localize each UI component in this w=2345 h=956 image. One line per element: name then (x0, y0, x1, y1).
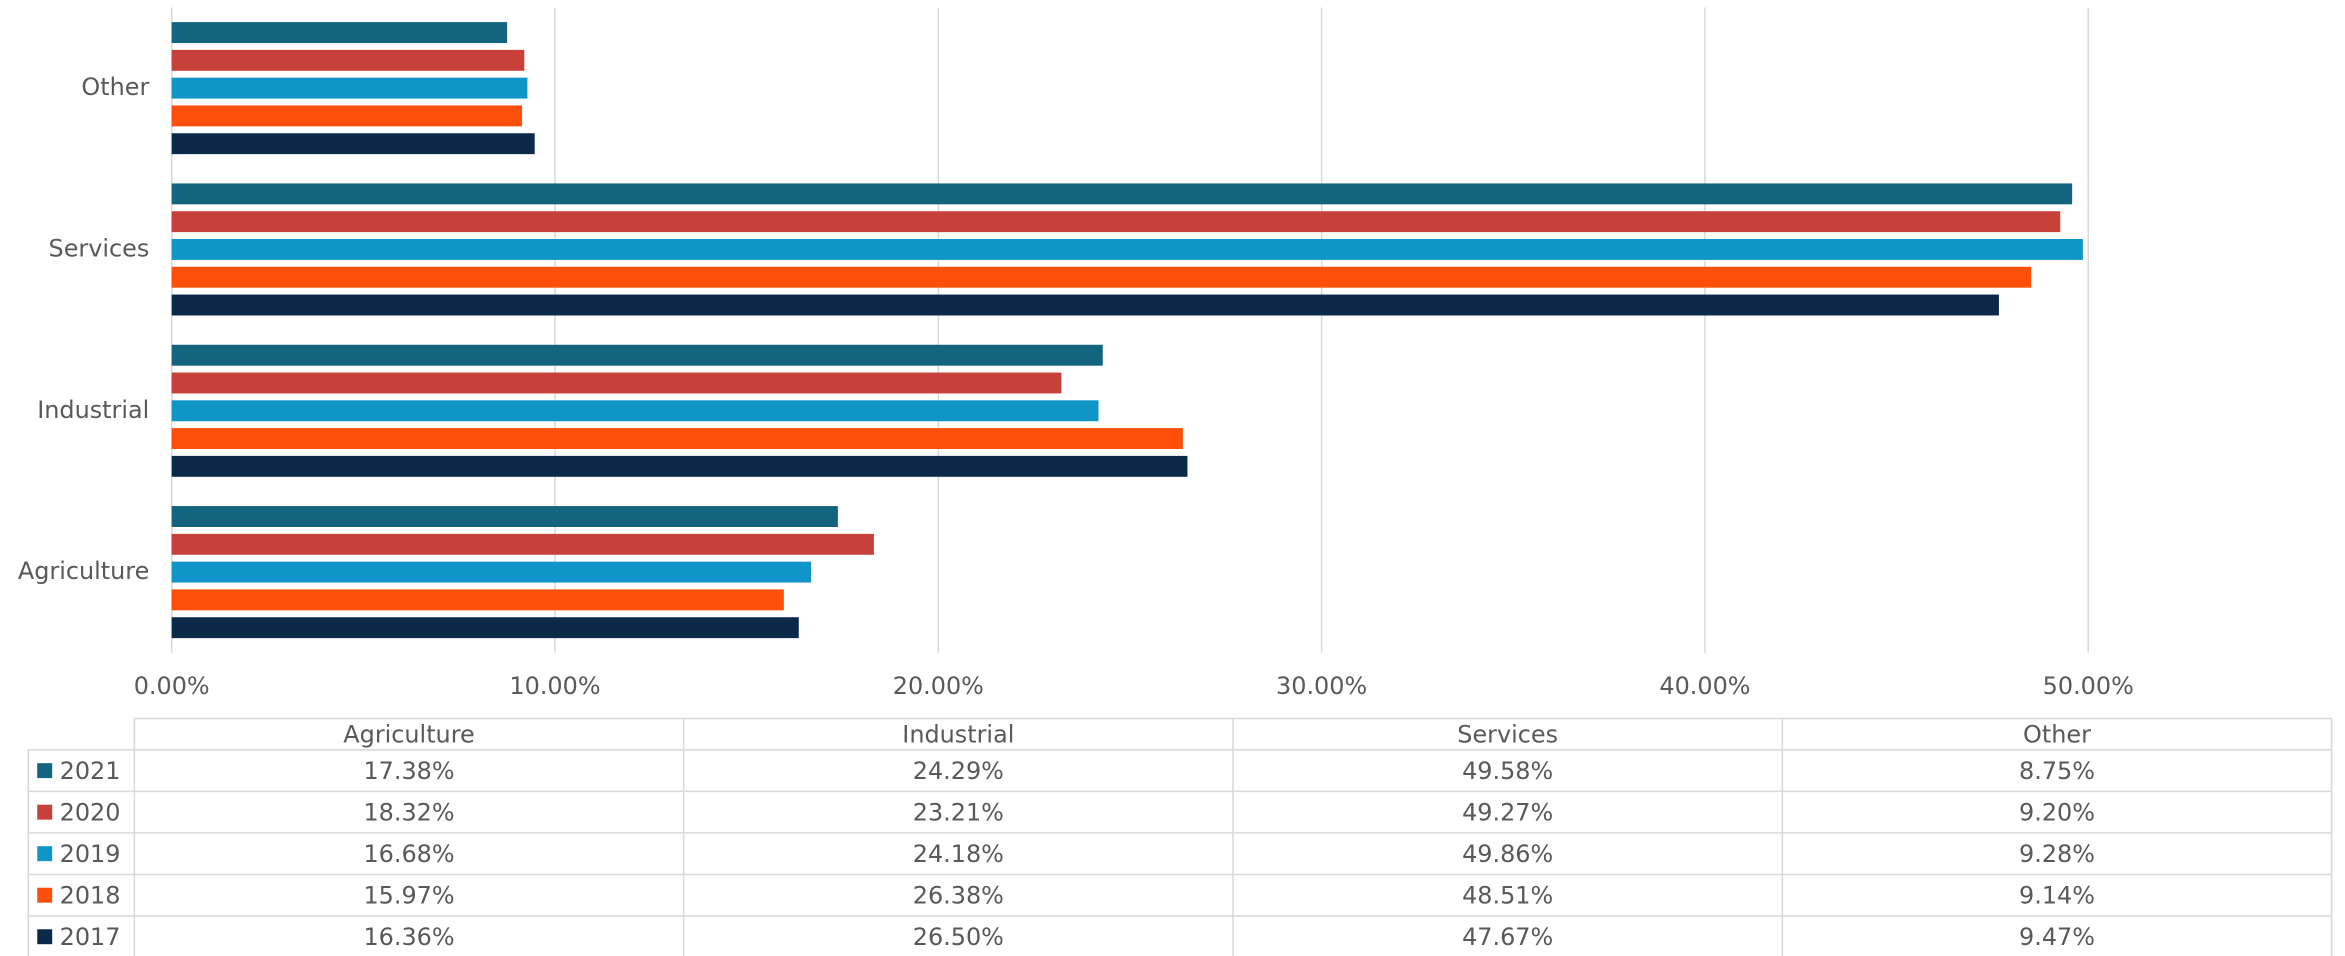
y-tick-label: Agriculture (18, 557, 149, 585)
bar (171, 239, 2083, 260)
x-tick-label: 30.00% (1276, 672, 1367, 700)
table-cell: 17.38% (363, 757, 454, 785)
table-cell: 49.27% (1462, 799, 1553, 827)
legend-swatch (37, 929, 53, 945)
legend-swatch (37, 887, 53, 903)
bar (171, 455, 1188, 477)
bar (171, 77, 528, 99)
bar (171, 400, 1099, 422)
table-cell: 8.75% (2019, 757, 2095, 785)
table-cell: 49.86% (1462, 840, 1553, 868)
bar (171, 533, 874, 555)
table-cell: 23.21% (913, 799, 1004, 827)
bar (171, 344, 1103, 366)
table-cell: 15.97% (363, 882, 454, 910)
table-cell: 24.18% (913, 840, 1004, 868)
y-tick-label: Services (49, 234, 150, 262)
table-cell: 9.20% (2019, 799, 2095, 827)
table-cell: 9.47% (2019, 923, 2095, 951)
x-tick-label: 10.00% (509, 672, 600, 700)
x-tick-label: 20.00% (893, 672, 984, 700)
y-tick-label: Other (81, 73, 149, 101)
bar (171, 428, 1183, 450)
table-header: Services (1457, 721, 1558, 749)
legend-swatch (37, 846, 53, 862)
x-tick-label: 50.00% (2043, 672, 2134, 700)
bar (171, 506, 838, 527)
y-tick-label: Industrial (37, 396, 149, 424)
bar (171, 183, 2073, 205)
table-cell: 47.67% (1462, 923, 1553, 951)
bar (171, 561, 812, 583)
table-cell: 49.58% (1462, 757, 1553, 785)
legend-label: 2018 (60, 882, 121, 910)
bar (171, 294, 1999, 316)
bar (171, 105, 523, 127)
legend-label: 2021 (60, 757, 121, 785)
table-cell: 9.28% (2019, 840, 2095, 868)
bar (171, 211, 2061, 233)
table-header: Other (2023, 721, 2091, 749)
table-cell: 26.38% (913, 882, 1004, 910)
bar (171, 617, 799, 639)
legend-swatch (37, 804, 53, 820)
legend-label: 2020 (60, 799, 121, 827)
bar (171, 22, 508, 44)
legend-label: 2019 (60, 840, 121, 868)
table-cell: 9.14% (2019, 882, 2095, 910)
bar (171, 49, 525, 71)
bar (171, 266, 2032, 288)
bar (171, 372, 1062, 394)
legend-swatch (37, 763, 53, 779)
table-cell: 24.29% (913, 757, 1004, 785)
x-tick-label: 0.00% (134, 672, 210, 700)
table-header: Industrial (902, 721, 1014, 749)
bar (171, 589, 784, 611)
table-cell: 16.68% (363, 840, 454, 868)
legend-label: 2017 (60, 923, 121, 951)
table-header: Agriculture (343, 721, 474, 749)
table-cell: 48.51% (1462, 882, 1553, 910)
table-cell: 16.36% (363, 923, 454, 951)
table-cell: 26.50% (913, 923, 1004, 951)
bar (171, 133, 535, 155)
table-cell: 18.32% (363, 799, 454, 827)
x-tick-label: 40.00% (1659, 672, 1750, 700)
